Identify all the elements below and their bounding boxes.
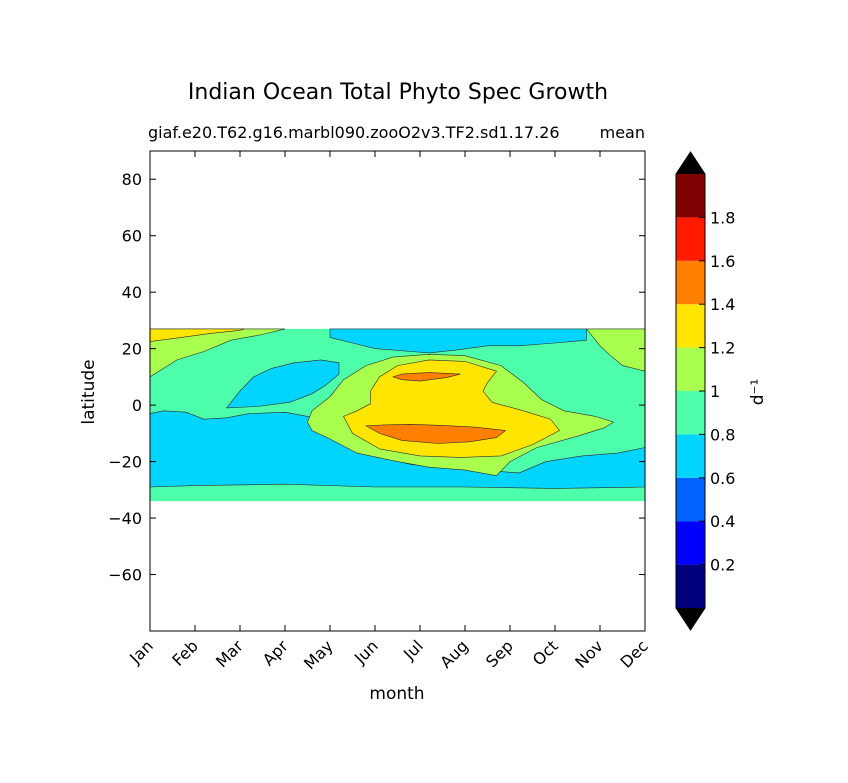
colorbar-segment — [676, 521, 705, 565]
colorbar-segment — [676, 477, 705, 522]
chart-subtitle-left: giaf.e20.T62.g16.marbl090.zooO2v3.TF2.sd… — [148, 123, 560, 142]
colorbar-tick-label: 1.4 — [710, 295, 735, 314]
y-axis-label: latitude — [79, 359, 99, 424]
colorbar-tick-label: 1.8 — [710, 208, 735, 227]
colorbar-tick-label: 0.6 — [710, 469, 735, 488]
colorbar-tick-label: 0.2 — [710, 556, 735, 575]
colorbar-extend-top — [676, 152, 705, 174]
contour-region-peak-south — [364, 423, 507, 444]
contour-region-jan-north-peak — [150, 328, 245, 342]
y-axis: 80 60 40 20 0 −20 −40 −60 — [108, 170, 645, 585]
contour-region-winter-north-high-right — [585, 328, 645, 372]
colorbar-outline — [675, 151, 706, 631]
y-tick-label: −40 — [108, 509, 142, 528]
colorbar-extend-bottom — [676, 608, 705, 630]
plot-frame — [149, 150, 646, 632]
colorbar-tick-label: 1.6 — [710, 252, 735, 271]
y-tick-label: −20 — [108, 453, 142, 472]
x-tick-label: May — [300, 636, 337, 673]
x-tick-label: Oct — [529, 636, 562, 669]
y-tick-label: 80 — [122, 170, 142, 189]
colorbar-segment — [676, 217, 705, 261]
colorbar-segment — [676, 174, 705, 218]
colorbar-segment — [676, 347, 705, 391]
chart-title: Indian Ocean Total Phyto Spec Growth — [188, 80, 608, 105]
y-tick-label: −60 — [108, 566, 142, 585]
colorbar-segment — [676, 260, 705, 305]
x-tick-label: Jan — [125, 636, 157, 668]
colorbar-segment — [676, 564, 705, 608]
x-tick-label: Dec — [616, 636, 651, 671]
colorbar-label: d⁻¹ — [748, 379, 768, 406]
x-axis-label: month — [369, 684, 424, 704]
colorbar-tick-label: 1.2 — [710, 339, 735, 358]
x-tick-label: Feb — [168, 636, 201, 669]
x-tick-label: Nov — [571, 636, 607, 672]
y-tick-label: 60 — [122, 227, 142, 246]
x-tick-label: Jul — [399, 636, 427, 664]
colorbar-segment — [676, 391, 705, 435]
x-tick-label: Jun — [350, 636, 382, 668]
contour-region-peak-north — [391, 372, 461, 382]
colorbar-tick-label: 0.8 — [710, 425, 735, 444]
colorbar-segment — [676, 304, 705, 348]
chart-subtitle-right: mean — [600, 123, 645, 142]
contour-field — [150, 328, 645, 502]
colorbar-tick-label: 0.4 — [710, 512, 735, 531]
y-tick-label: 0 — [132, 396, 142, 415]
y-tick-label: 40 — [122, 283, 142, 302]
colorbar-tick-label: 1 — [710, 382, 720, 401]
x-tick-label: Aug — [436, 636, 472, 672]
x-tick-label: Mar — [212, 636, 247, 671]
contour-region-west-arabian-sea-low — [225, 359, 340, 409]
y-tick-label: 20 — [122, 340, 142, 359]
x-tick-label: Apr — [259, 636, 292, 669]
colorbar: 0.2 0.4 0.6 0.8 1 1.2 1.4 1.6 1.8 — [675, 151, 735, 631]
x-tick-label: Sep — [482, 636, 517, 671]
colorbar-segment — [676, 434, 705, 478]
